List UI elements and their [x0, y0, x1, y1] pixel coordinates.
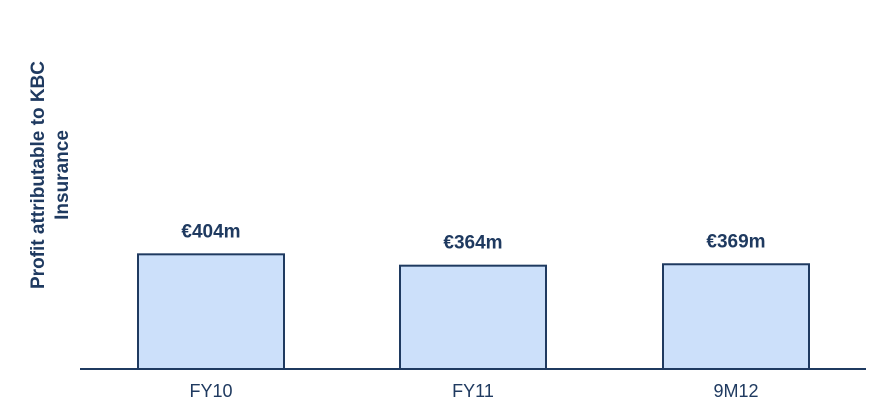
y-axis-label: Profit attributable to KBC Insurance — [28, 61, 73, 289]
bar-fy10 — [137, 253, 285, 370]
data-label: €364m — [443, 233, 502, 254]
data-label: €404m — [181, 221, 240, 242]
y-axis-label-line-2: Insurance — [52, 130, 73, 220]
x-tick-label: FY11 — [452, 381, 494, 401]
y-axis-label-line-1: Profit attributable to KBC — [28, 61, 49, 289]
data-labels: €404m €364m €369m — [181, 221, 765, 253]
bar-9m12 — [662, 263, 810, 370]
x-tick-label: 9M12 — [713, 381, 758, 401]
bars-group — [137, 253, 810, 370]
x-tick-labels: FY10 FY11 9M12 — [189, 381, 758, 401]
bar-fy11 — [399, 264, 547, 370]
x-tick-label: FY10 — [189, 381, 232, 401]
data-label: €369m — [706, 231, 765, 252]
